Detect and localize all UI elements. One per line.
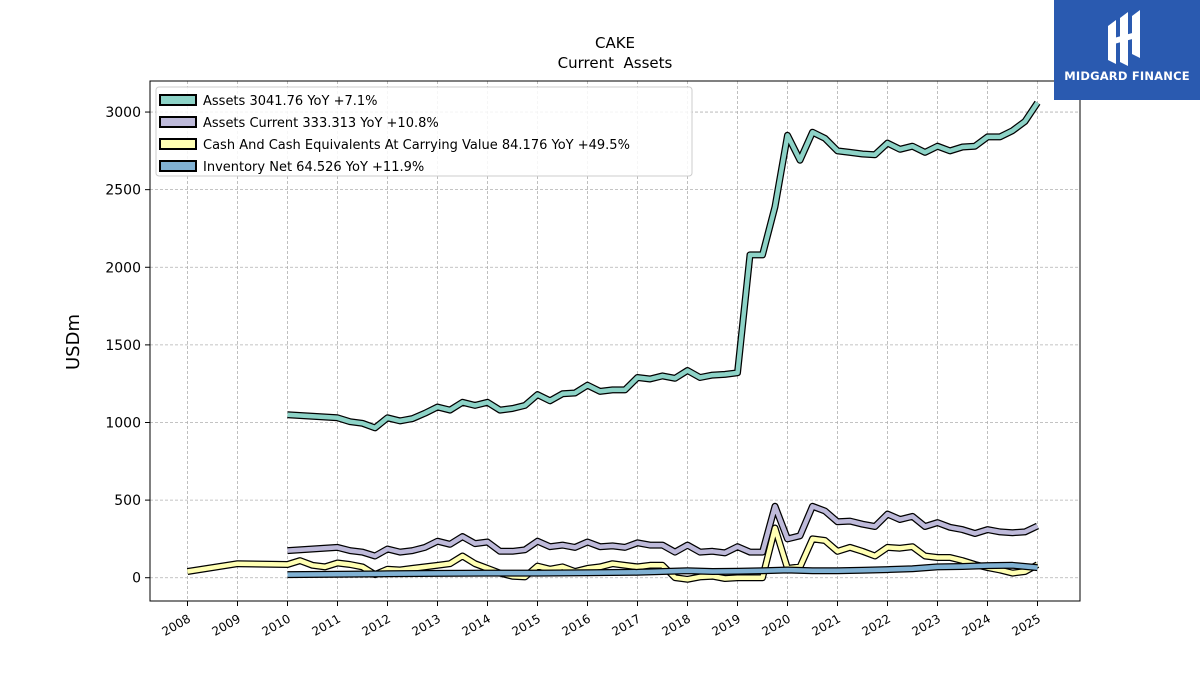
- legend-entry: Assets 3041.76 YoY +7.1%: [203, 94, 378, 109]
- x-tick-label: 2010: [260, 611, 293, 638]
- x-tick-label: 2011: [310, 611, 343, 638]
- legend-entry: Cash And Cash Equivalents At Carrying Va…: [203, 138, 630, 153]
- midgard-logo-icon: [1108, 10, 1140, 66]
- brand-logo: MIDGARD FINANCE: [1054, 0, 1200, 100]
- legend-box: [155, 86, 693, 177]
- legend-swatch: [159, 138, 197, 150]
- y-tick-label: 2000: [105, 260, 141, 276]
- plot-area: [149, 80, 1081, 602]
- chart-subtitle: Current Assets: [558, 54, 673, 72]
- axis-ticks: 0 500 1000 1500 2000 2500 3000 2008 2009 2010 2011…: [105, 105, 1043, 639]
- x-tick-label: 2012: [360, 611, 393, 638]
- x-tick-label: 2018: [660, 611, 693, 638]
- y-tick-label: 500: [114, 493, 141, 509]
- series-line-outline: [287, 502, 1039, 560]
- series-line-1: [287, 504, 1039, 559]
- legend: Assets 3041.76 YoY +7.1% Assets Current 3…: [155, 86, 693, 177]
- x-tick-label: 2022: [860, 611, 893, 638]
- legend-entry: Inventory Net 64.526 YoY +11.9%: [203, 160, 424, 175]
- x-tick-label: 2020: [760, 611, 793, 638]
- x-tick-label: 2017: [610, 611, 643, 638]
- x-tick-label: 2023: [910, 611, 943, 638]
- brand-name: MIDGARD FINANCE: [1064, 69, 1190, 83]
- series-line-0: [287, 101, 1040, 431]
- legend-swatch: [159, 116, 197, 128]
- y-axis-label: USDm: [63, 314, 84, 370]
- x-tick-label: 2019: [710, 611, 743, 638]
- x-tick-label: 2008: [160, 611, 193, 638]
- x-tick-label: 2014: [460, 611, 493, 638]
- series-line-2: [187, 525, 1039, 582]
- series-layer: [186, 100, 1041, 583]
- y-tick-label: 0: [132, 571, 141, 587]
- x-tick-label: 2016: [560, 611, 593, 638]
- y-tick-label: 1500: [105, 338, 141, 354]
- x-tick-label: 2013: [410, 611, 443, 638]
- x-tick-label: 2021: [810, 611, 843, 638]
- chart-title: CAKE: [595, 34, 635, 52]
- x-tick-label: 2009: [210, 611, 243, 638]
- y-tick-label: 2500: [105, 183, 141, 199]
- x-tick-label: 2025: [1010, 611, 1043, 638]
- y-tick-label: 3000: [105, 105, 141, 121]
- x-tick-label: 2015: [510, 611, 543, 638]
- y-tick-label: 1000: [105, 415, 141, 431]
- legend-swatch: [159, 160, 197, 172]
- x-tick-label: 2024: [960, 611, 993, 638]
- legend-swatch: [159, 94, 197, 106]
- series-line-3: [287, 563, 1038, 577]
- legend-entry: Assets Current 333.313 YoY +10.8%: [203, 116, 439, 131]
